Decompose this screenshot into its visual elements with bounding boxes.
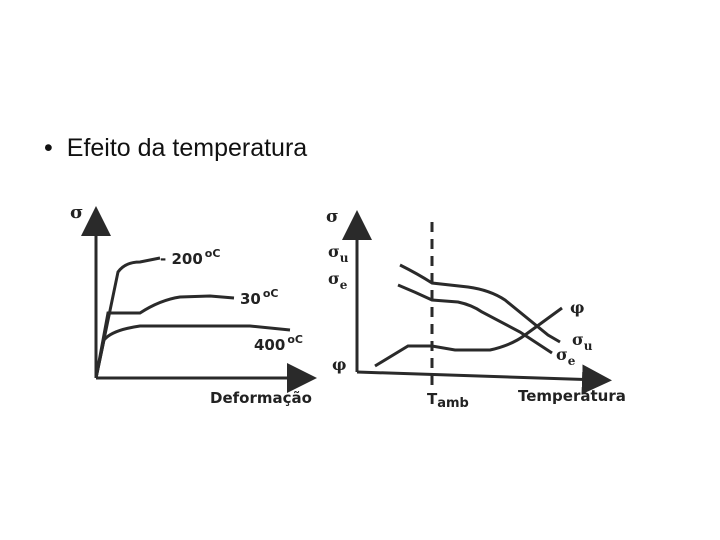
right-y-label-se: σe [328,269,348,292]
right-x-axis-label: Temperatura [518,387,626,405]
tamb-label: Tamb [427,390,469,411]
curve-label-minus-200: - 200 oC [160,247,220,268]
stress-strain-chart: σ Deformação - 200 oC 30 oC 400 oC [70,202,317,407]
curve-label-400: 400 oC [254,333,303,354]
curve-400 [94,324,291,379]
right-y-label-su: σu [328,242,349,265]
bullet-text: Efeito da temperatura [66,134,308,162]
right-y-label-phi: φ [332,355,346,374]
curve-30 [94,294,235,379]
curve-minus-200 [94,256,161,379]
curve-label-30: 30 oC [240,287,279,308]
curve-label-su: σu [572,330,593,353]
curve-label-phi: φ [570,298,584,317]
curve-su [399,263,561,344]
left-y-axis-label: σ [70,202,83,223]
right-y-axis-label: σ [326,207,339,227]
curve-phi [374,306,563,368]
right-x-axis [356,364,612,395]
left-x-axis-label: Deformação [210,389,312,407]
bullet-symbol: • [44,134,53,162]
bullet-item: • Efeito da temperatura [44,134,307,163]
curve-se [397,283,553,355]
temperature-chart: σ σu σe φ Tamb Temperatura φ σu σe [326,207,626,411]
